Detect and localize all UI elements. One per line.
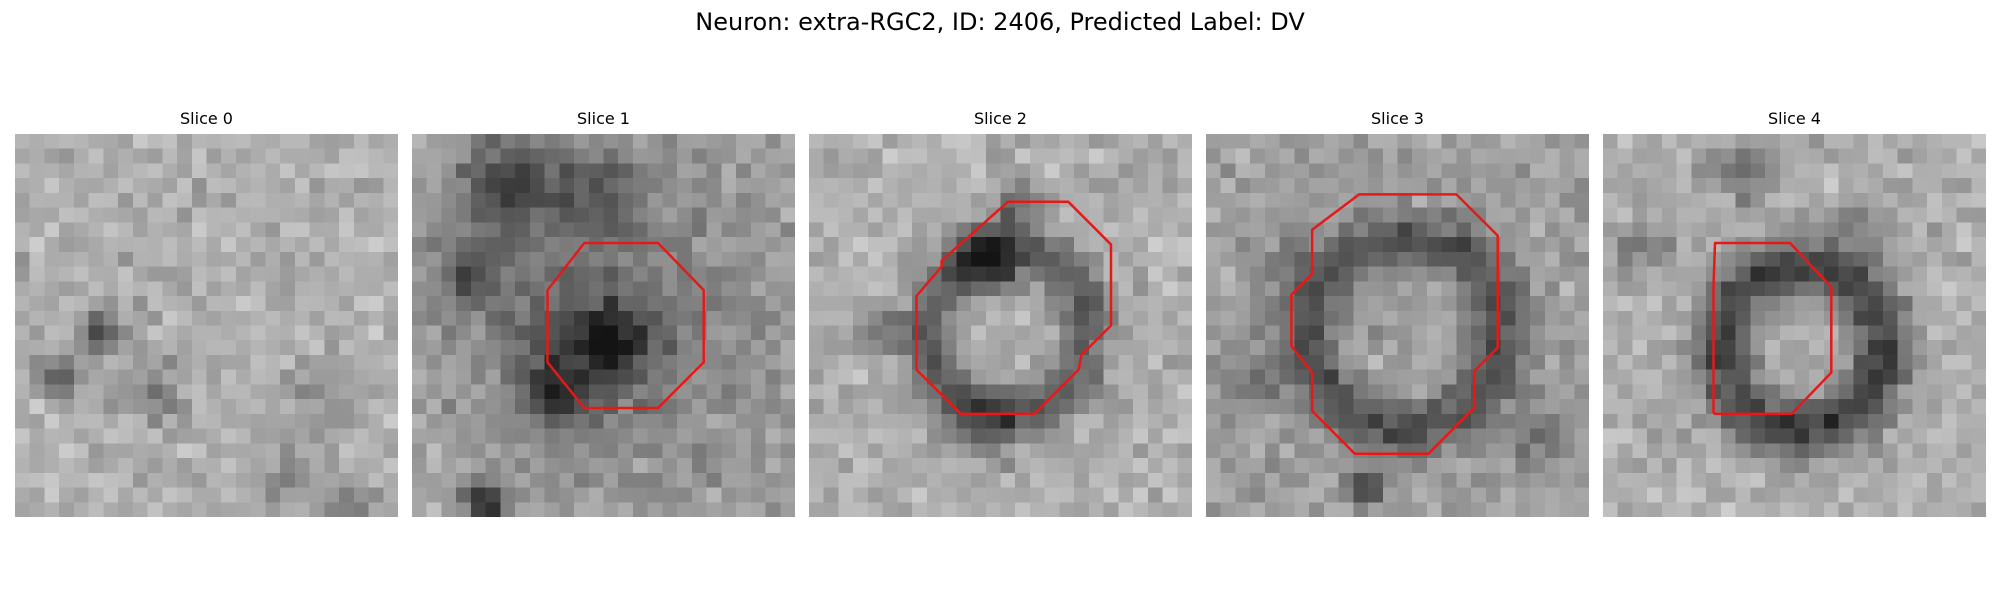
slice-image xyxy=(1206,134,1589,517)
slice-panel-4: Slice 4 xyxy=(1603,109,1986,517)
slice-panel-1: Slice 1 xyxy=(412,109,795,517)
slice-title: Slice 4 xyxy=(1768,109,1821,128)
slice-image xyxy=(1603,134,1986,517)
roi-contour xyxy=(915,200,1113,416)
slice-image xyxy=(809,134,1192,517)
slice-panel-2: Slice 2 xyxy=(809,109,1192,517)
slice-title: Slice 1 xyxy=(577,109,630,128)
slice-title: Slice 3 xyxy=(1371,109,1424,128)
slice-image xyxy=(412,134,795,517)
figure-title: Neuron: extra-RGC2, ID: 2406, Predicted … xyxy=(695,8,1305,36)
roi-contour xyxy=(546,241,705,410)
slice-title: Slice 0 xyxy=(180,109,233,128)
roi-contour xyxy=(1290,193,1499,455)
slice-panel-3: Slice 3 xyxy=(1206,109,1589,517)
slice-title: Slice 2 xyxy=(974,109,1027,128)
slice-image xyxy=(15,134,398,517)
slice-panel-0: Slice 0 xyxy=(15,109,398,517)
roi-contour xyxy=(1712,241,1833,416)
